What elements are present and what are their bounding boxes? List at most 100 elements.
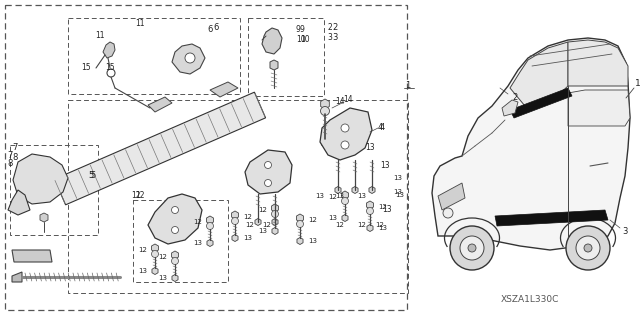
- Polygon shape: [568, 90, 630, 126]
- Polygon shape: [342, 191, 348, 199]
- Text: 12: 12: [308, 217, 317, 223]
- Polygon shape: [152, 244, 159, 252]
- Polygon shape: [297, 238, 303, 244]
- Circle shape: [185, 53, 195, 63]
- Text: 12: 12: [138, 247, 147, 253]
- Text: 12: 12: [135, 191, 145, 201]
- Circle shape: [576, 236, 600, 260]
- Text: 12: 12: [243, 214, 252, 220]
- Polygon shape: [369, 187, 375, 194]
- Polygon shape: [510, 88, 572, 118]
- Text: 13: 13: [335, 193, 344, 199]
- Circle shape: [207, 222, 214, 229]
- Text: 13: 13: [158, 275, 167, 281]
- Polygon shape: [432, 38, 630, 250]
- Bar: [248, 18, 324, 96]
- Circle shape: [172, 206, 179, 213]
- Text: 9: 9: [296, 26, 301, 34]
- Bar: [68, 18, 240, 94]
- Text: 5: 5: [88, 170, 93, 180]
- Circle shape: [341, 141, 349, 149]
- Polygon shape: [152, 268, 158, 275]
- Polygon shape: [335, 187, 341, 194]
- Text: 12: 12: [258, 207, 267, 213]
- Circle shape: [443, 208, 453, 218]
- Text: 7: 7: [12, 144, 17, 152]
- Text: 12: 12: [376, 222, 385, 228]
- Text: 11: 11: [135, 19, 145, 28]
- Text: 12: 12: [131, 190, 141, 199]
- Circle shape: [341, 124, 349, 132]
- Text: 3: 3: [332, 33, 338, 42]
- Circle shape: [172, 257, 179, 264]
- Polygon shape: [321, 99, 330, 109]
- Text: 13: 13: [138, 268, 147, 274]
- Text: 12: 12: [262, 222, 271, 228]
- Text: 10: 10: [296, 35, 306, 44]
- Text: 8: 8: [12, 153, 17, 162]
- Text: XSZA1L330C: XSZA1L330C: [501, 295, 559, 305]
- Text: 4: 4: [378, 123, 383, 132]
- Text: 2: 2: [332, 24, 338, 33]
- Polygon shape: [272, 219, 278, 226]
- Circle shape: [342, 197, 349, 204]
- Polygon shape: [262, 28, 282, 54]
- Circle shape: [468, 244, 476, 252]
- Polygon shape: [148, 97, 172, 112]
- Polygon shape: [172, 44, 205, 74]
- Polygon shape: [12, 272, 22, 282]
- Bar: [133, 200, 228, 282]
- Text: 13: 13: [382, 205, 392, 214]
- Polygon shape: [40, 213, 48, 222]
- Text: 13: 13: [193, 240, 202, 246]
- Text: 12: 12: [193, 219, 202, 225]
- Polygon shape: [320, 108, 372, 160]
- Text: 2: 2: [513, 93, 518, 102]
- Polygon shape: [12, 250, 52, 262]
- Text: 11: 11: [95, 32, 105, 41]
- Text: 7: 7: [7, 151, 12, 160]
- Text: 10: 10: [300, 35, 310, 44]
- Text: 15: 15: [105, 63, 115, 72]
- Circle shape: [566, 226, 610, 270]
- Text: 8: 8: [7, 159, 12, 167]
- Text: 14: 14: [335, 98, 345, 107]
- Bar: [5, 5, 407, 310]
- Polygon shape: [510, 42, 568, 106]
- Circle shape: [271, 211, 278, 218]
- Polygon shape: [342, 214, 348, 221]
- Polygon shape: [271, 204, 278, 212]
- Text: 4: 4: [380, 123, 385, 132]
- Polygon shape: [210, 82, 238, 97]
- Text: 3: 3: [328, 33, 332, 42]
- Polygon shape: [54, 92, 266, 205]
- Circle shape: [264, 180, 271, 187]
- Polygon shape: [568, 40, 628, 86]
- Polygon shape: [296, 214, 303, 222]
- Polygon shape: [172, 251, 179, 259]
- Polygon shape: [352, 187, 358, 194]
- Text: 12: 12: [335, 222, 344, 228]
- Text: 5: 5: [90, 170, 95, 180]
- Text: 13: 13: [358, 193, 367, 199]
- Circle shape: [264, 161, 271, 168]
- Text: 13: 13: [365, 144, 375, 152]
- Text: 6: 6: [207, 26, 212, 34]
- Polygon shape: [255, 219, 261, 226]
- Text: 13: 13: [393, 175, 402, 181]
- Circle shape: [321, 107, 330, 115]
- Polygon shape: [270, 60, 278, 70]
- Text: 13: 13: [393, 189, 402, 195]
- Text: 14: 14: [343, 95, 353, 105]
- Polygon shape: [232, 211, 239, 219]
- Text: 13: 13: [395, 192, 404, 198]
- Circle shape: [450, 226, 494, 270]
- Text: 9: 9: [300, 26, 305, 34]
- Text: 6: 6: [213, 24, 219, 33]
- Polygon shape: [245, 150, 292, 194]
- Text: 15: 15: [81, 63, 91, 72]
- Polygon shape: [272, 227, 278, 234]
- Circle shape: [460, 236, 484, 260]
- Polygon shape: [13, 154, 68, 204]
- Text: 12: 12: [378, 204, 387, 210]
